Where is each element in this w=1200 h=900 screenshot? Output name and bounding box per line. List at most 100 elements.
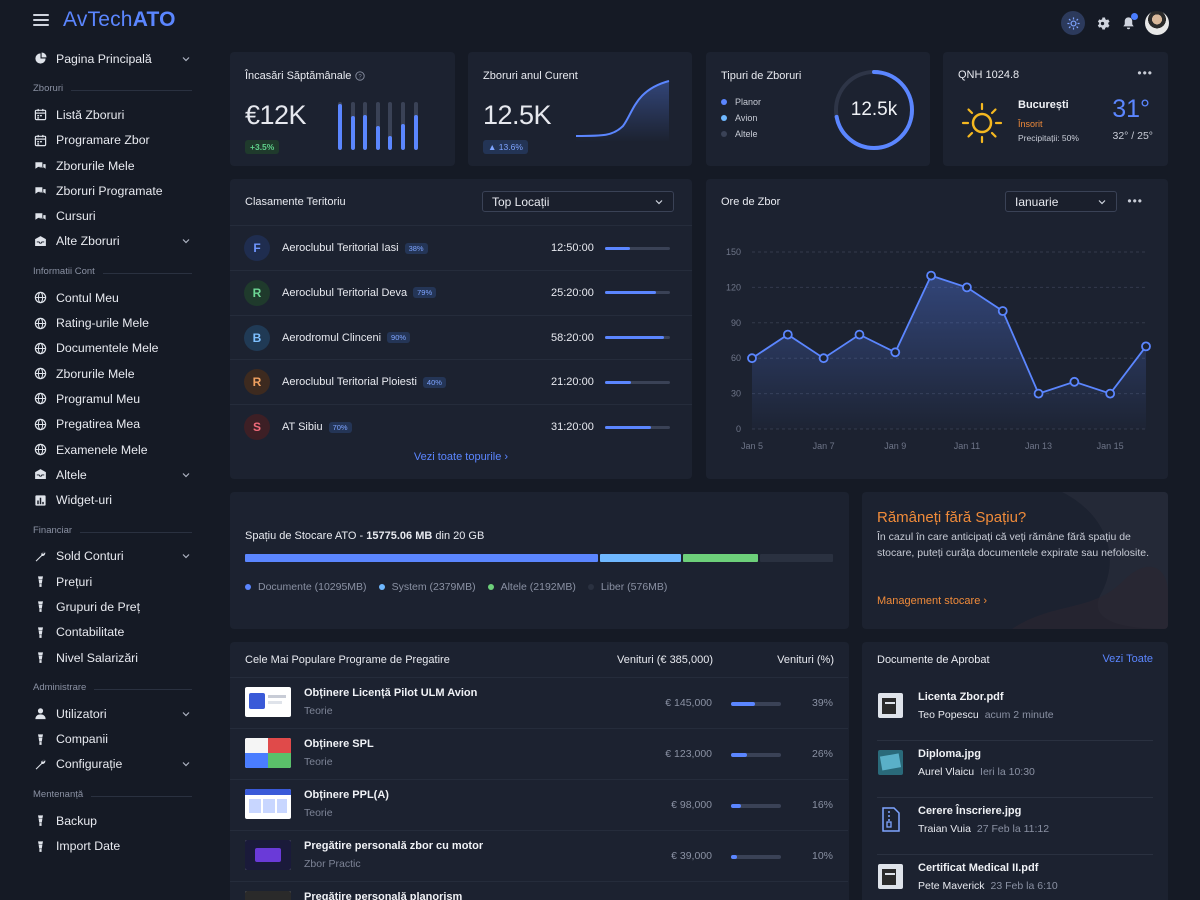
storage-management-link[interactable]: Management stocare › [877, 595, 987, 607]
sidebar-item[interactable]: Pregatirea Mea [0, 412, 218, 437]
program-name: Pregătire personală zbor cu motor [304, 840, 484, 852]
program-category: Teorie [304, 756, 333, 768]
flights-sparkline [575, 80, 670, 142]
storage-label-prefix: Spațiu de Stocare ATO - [245, 530, 367, 542]
sidebar-item[interactable]: Configurație [0, 752, 218, 777]
sidebar-item[interactable]: Listă Zboruri [0, 102, 218, 127]
legend-dot [587, 584, 594, 590]
data-point[interactable] [1105, 388, 1116, 399]
month-select[interactable]: Ianuarie [1005, 191, 1117, 212]
theme-toggle-icon[interactable] [1061, 11, 1085, 35]
sidebar-item-label: Zborurile Mele [56, 158, 135, 173]
sidebar-item[interactable]: Rating-urile Mele [0, 310, 218, 335]
sidebar-item[interactable]: Sold Conturi [0, 544, 218, 569]
data-point[interactable] [747, 353, 757, 364]
sidebar-item[interactable]: Backup [0, 808, 218, 833]
document-time: acum 2 minute [984, 709, 1054, 721]
sidebar-item-label: Widget-uri [56, 493, 113, 508]
ranking-row[interactable]: F Aeroclubul Teritorial Iasi 38% 12:50:00 [230, 225, 692, 270]
weather-condition: Însorit [1018, 119, 1043, 129]
image-thumb-icon [877, 749, 904, 776]
view-all-documents-link[interactable]: Vezi Toate [1102, 653, 1153, 665]
sidebar-item[interactable]: Import Date [0, 833, 218, 858]
sidebar-item[interactable]: Contul Meu [0, 285, 218, 310]
user-avatar[interactable] [1145, 11, 1169, 35]
data-point[interactable] [890, 347, 901, 358]
document-row[interactable]: Diploma.jpg Aurel Vlaicu Ieri la 10:30 [877, 741, 1153, 798]
sidebar-item[interactable]: Altele [0, 462, 218, 487]
sidebar-item[interactable]: Cursuri [0, 203, 218, 228]
data-point[interactable] [1141, 341, 1151, 352]
percent-badge: 90% [387, 332, 411, 344]
sidebar-item[interactable]: Examenele Mele [0, 437, 218, 462]
view-all-rankings-link[interactable]: Vezi toate topurile › [230, 451, 692, 463]
app-logo[interactable]: AvTechATO [63, 8, 176, 31]
notifications-bell-icon[interactable] [1119, 13, 1138, 32]
chevron-down-icon [180, 708, 192, 720]
document-row[interactable]: Certificat Medical II.pdf Pete Maverick 23… [877, 855, 1153, 900]
sidebar-item[interactable]: Utilizatori [0, 701, 218, 726]
ranking-row[interactable]: R Aeroclubul Teritorial Deva 79% 25:20:00 [230, 269, 692, 315]
x-tick-label: Jan 15 [1097, 441, 1124, 451]
info-icon[interactable]: ? [355, 71, 366, 81]
sidebar-item[interactable]: Pagina Principală [0, 46, 218, 71]
club-avatar: R [244, 369, 270, 396]
settings-gear-icon[interactable] [1093, 14, 1111, 32]
data-point[interactable] [926, 270, 936, 281]
sidebar-item[interactable]: Widget-uri [0, 487, 218, 512]
program-row[interactable]: Obținere PPL(A) Teorie € 98,000 16% [230, 779, 848, 830]
program-revenue: € 98,000 [671, 799, 712, 811]
globe-icon [33, 367, 47, 381]
club-avatar: S [244, 414, 270, 441]
income-bar [363, 102, 368, 150]
sidebar-item-label: Prețuri [56, 574, 93, 589]
data-point[interactable] [997, 306, 1008, 316]
data-point[interactable] [1069, 376, 1080, 387]
sidebar-item[interactable]: Nivel Salarizări [0, 645, 218, 670]
menu-toggle-icon[interactable] [33, 14, 49, 26]
sidebar-item[interactable]: Grupuri de Preț [0, 594, 218, 619]
document-row[interactable]: Cerere Înscriere.jpg Traian Vuia 27 Feb la… [877, 798, 1153, 855]
sidebar-item[interactable]: Companii [0, 727, 218, 752]
document-row[interactable]: Licenta Zbor.pdf Teo Popescu acum 2 minute [877, 684, 1153, 741]
ranking-row[interactable]: R Aeroclubul Teritorial Ploiesti 40% 21:20:… [230, 359, 692, 404]
storage-segment [245, 554, 598, 562]
sidebar-item[interactable]: Alte Zboruri [0, 229, 218, 254]
program-row[interactable]: Obținere SPL Teorie € 123,000 26% [230, 728, 848, 779]
program-thumbnail [245, 891, 291, 900]
storage-segment [683, 554, 759, 562]
legend-dot [487, 584, 494, 590]
sidebar-item[interactable]: Zborurile Mele [0, 153, 218, 178]
sidebar-item[interactable]: Zborurile Mele [0, 361, 218, 386]
percent-badge: 79% [413, 287, 437, 299]
sidebar-item[interactable]: Zboruri Programate [0, 178, 218, 203]
program-row[interactable]: Pregătire personală planorism [230, 881, 848, 900]
zip-file-icon [877, 806, 904, 833]
sidebar-item[interactable]: Programul Meu [0, 386, 218, 411]
program-row[interactable]: Pregătire personală zbor cu motor Zbor Pr… [230, 830, 848, 881]
ranking-location-select[interactable]: Top Locații [482, 191, 674, 212]
revenue-bar [731, 702, 781, 706]
y-tick-label: 120 [726, 282, 741, 292]
ranking-row[interactable]: B Aerodromul Clinceni 90% 58:20:00 [230, 314, 692, 360]
sidebar-item[interactable]: Documentele Mele [0, 336, 218, 361]
percent-badge: 38% [404, 242, 428, 254]
sidebar-item[interactable]: Programare Zbor [0, 128, 218, 153]
sidebar-item[interactable]: Prețuri [0, 569, 218, 594]
data-point[interactable] [962, 282, 972, 293]
ranking-row[interactable]: S AT Sibiu 70% 31:20:00 [230, 404, 692, 449]
data-point[interactable] [1033, 388, 1044, 399]
legend-label: Altele [735, 129, 758, 139]
data-point[interactable] [782, 329, 793, 340]
data-point[interactable] [854, 329, 865, 340]
data-point[interactable] [818, 353, 829, 364]
program-row[interactable]: Obținere Licență Pilot ULM Avion Teorie € … [230, 677, 848, 728]
select-value: Top Locații [492, 194, 550, 209]
chart-menu-icon[interactable]: ••• [1127, 194, 1143, 208]
sidebar-item[interactable]: Contabilitate [0, 620, 218, 645]
program-revenue-percent: 16% [811, 799, 833, 811]
income-bar [413, 102, 418, 150]
document-uploader: Traian Vuia [918, 823, 971, 835]
weather-menu-icon[interactable]: ••• [1137, 66, 1153, 80]
flights-year-value: 12.5K [483, 100, 552, 130]
